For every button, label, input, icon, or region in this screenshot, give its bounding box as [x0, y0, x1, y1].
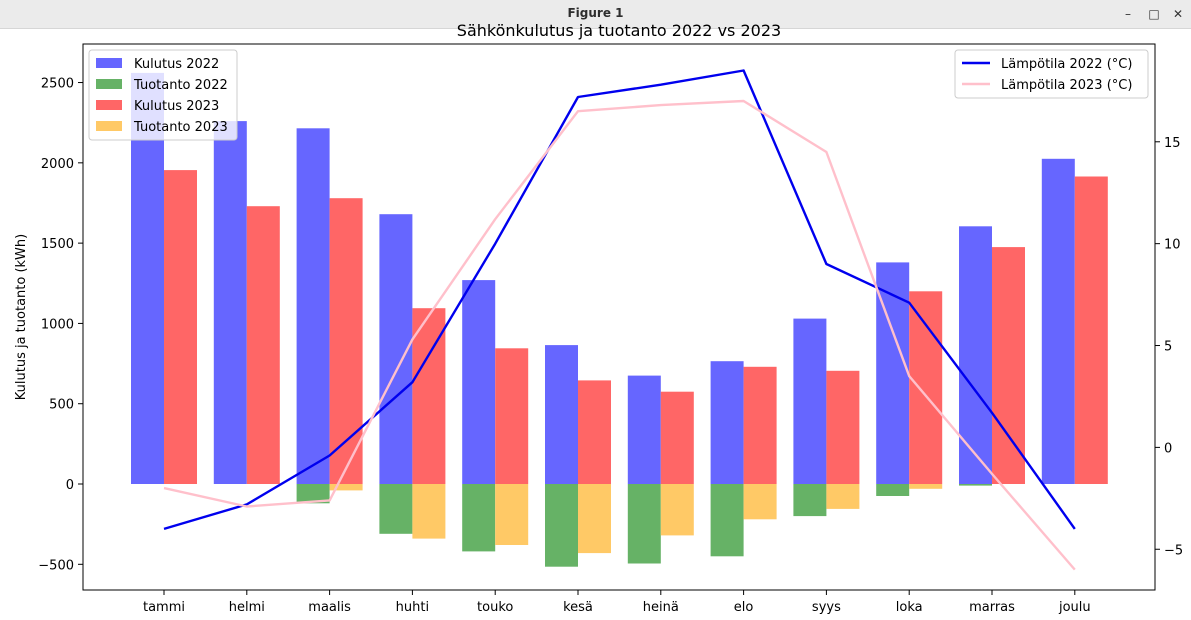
y-tick-label: 1500 [41, 237, 74, 252]
maximize-icon[interactable]: □ [1148, 7, 1160, 21]
x-tick-label-marras: marras [969, 600, 1015, 615]
window-titlebar: Figure 1 – □ ✕ [0, 0, 1191, 29]
y-tick-label: 0 [66, 478, 74, 493]
bar-tuotanto-2023-elo [743, 484, 777, 520]
legend-lines: Lämpötila 2022 (°C) Lämpötila 2023 (°C) [954, 49, 1149, 99]
line-series-1 [163, 69, 1076, 531]
y-tick-label: 1000 [41, 317, 74, 332]
bar-kulutus-2023-maalis [329, 198, 363, 484]
bar-tuotanto-2022-huhti [379, 484, 413, 534]
x-tick-label-touko: touko [477, 600, 513, 615]
bar-tuotanto-2022-kesä [545, 484, 578, 567]
bar-kulutus-2022-kesä [545, 345, 578, 484]
x-tick-label-joulu: joulu [1058, 600, 1091, 615]
legend-swatch [96, 100, 122, 110]
x-tick-label-heinä: heinä [643, 600, 679, 615]
bar-tuotanto-2022-heinä [627, 484, 661, 564]
x-tick-label-helmi: helmi [229, 600, 265, 615]
ticks-layer: −500 0 500 1000 1500 2000 2500 −5 0 5 10 15 tammi hel… [38, 77, 1183, 615]
bar-tuotanto-2023-maalis [329, 484, 363, 491]
bar-tuotanto-2023-huhti [412, 484, 446, 539]
x-tick-label-tammi: tammi [143, 600, 185, 615]
x-tick-label-kesä: kesä [563, 600, 593, 615]
y-tick-label: 500 [49, 398, 74, 413]
bar-kulutus-2022-maalis [296, 128, 330, 485]
y-tick-label: 2000 [41, 157, 74, 172]
bar-tuotanto-2022-maalis [296, 484, 330, 504]
y2-tick-label: 10 [1164, 238, 1181, 253]
legend-box [88, 49, 238, 141]
legend-label: Kulutus 2022 [134, 57, 219, 72]
x-tick-label-huhti: huhti [396, 600, 429, 615]
bar-kulutus-2022-syys [793, 318, 827, 484]
legend-bars: Kulutus 2022 Tuotanto 2022 Kulutus 2023 Tuo… [88, 49, 238, 141]
legend-label: Lämpötila 2023 (°C) [1001, 78, 1132, 93]
bar-tuotanto-2023-syys [826, 484, 860, 509]
legend-swatch [96, 79, 122, 89]
bar-kulutus-2023-marras [992, 247, 1025, 484]
legend-swatch [96, 121, 122, 131]
bar-kulutus-2023-touko [495, 348, 529, 484]
chart-title: Sähkönkulutus ja tuotanto 2022 vs 2023 [457, 21, 781, 40]
bar-kulutus-2023-tammi [164, 170, 197, 484]
y-axis-label: Kulutus ja tuotanto (kWh) [14, 234, 29, 400]
bar-kulutus-2022-touko [462, 280, 496, 484]
bar-tuotanto-2022-syys [793, 484, 827, 517]
bar-kulutus-2022-tammi [131, 72, 164, 485]
x-tick-label-syys: syys [812, 600, 841, 615]
close-icon[interactable]: ✕ [1172, 7, 1184, 21]
bar-tuotanto-2023-heinä [660, 484, 694, 536]
y-tick-label: −500 [38, 558, 74, 573]
legend-label: Tuotanto 2023 [133, 120, 228, 135]
minimize-icon[interactable]: – [1125, 7, 1131, 21]
bar-tuotanto-2022-marras [959, 484, 992, 486]
bar-kulutus-2022-helmi [213, 121, 247, 484]
x-tick-label-loka: loka [896, 600, 923, 615]
bar-kulutus-2023-elo [743, 366, 777, 484]
bar-tuotanto-2022-elo [710, 484, 744, 557]
y2-tick-label: 0 [1164, 441, 1172, 456]
bar-kulutus-2023-helmi [246, 206, 280, 484]
y2-tick-label: 15 [1164, 136, 1181, 151]
legend-label: Lämpötila 2022 (°C) [1001, 57, 1132, 72]
bar-kulutus-2023-loka [909, 291, 943, 484]
bar-kulutus-2023-syys [826, 370, 860, 484]
legend-label: Tuotanto 2022 [133, 78, 228, 93]
legend-box [954, 49, 1149, 99]
legend-label: Kulutus 2023 [134, 99, 219, 114]
window-title: Figure 1 [567, 6, 624, 20]
legend-swatch [96, 58, 122, 68]
bar-kulutus-2023-heinä [660, 391, 694, 484]
bar-kulutus-2022-joulu [1041, 158, 1075, 485]
bar-tuotanto-2023-kesä [578, 484, 611, 554]
bar-tuotanto-2022-touko [462, 484, 496, 552]
bars-layer [131, 72, 1108, 567]
x-tick-label-elo: elo [734, 600, 754, 615]
bar-tuotanto-2022-loka [876, 484, 910, 496]
lines-layer [163, 69, 1076, 571]
bar-kulutus-2022-heinä [627, 375, 661, 484]
bar-kulutus-2023-kesä [578, 380, 611, 484]
x-tick-label-maalis: maalis [308, 600, 351, 615]
bar-tuotanto-2023-loka [909, 484, 943, 489]
line-series-2 [163, 99, 1076, 571]
y2-tick-label: 5 [1164, 340, 1172, 355]
bar-tuotanto-2023-touko [495, 484, 529, 545]
y-tick-label: 2500 [41, 77, 74, 92]
bar-kulutus-2023-joulu [1074, 176, 1108, 484]
y2-tick-label: −5 [1164, 543, 1183, 558]
bar-kulutus-2022-marras [959, 226, 992, 485]
axes-frame [82, 43, 1156, 591]
bar-kulutus-2022-elo [710, 361, 744, 485]
